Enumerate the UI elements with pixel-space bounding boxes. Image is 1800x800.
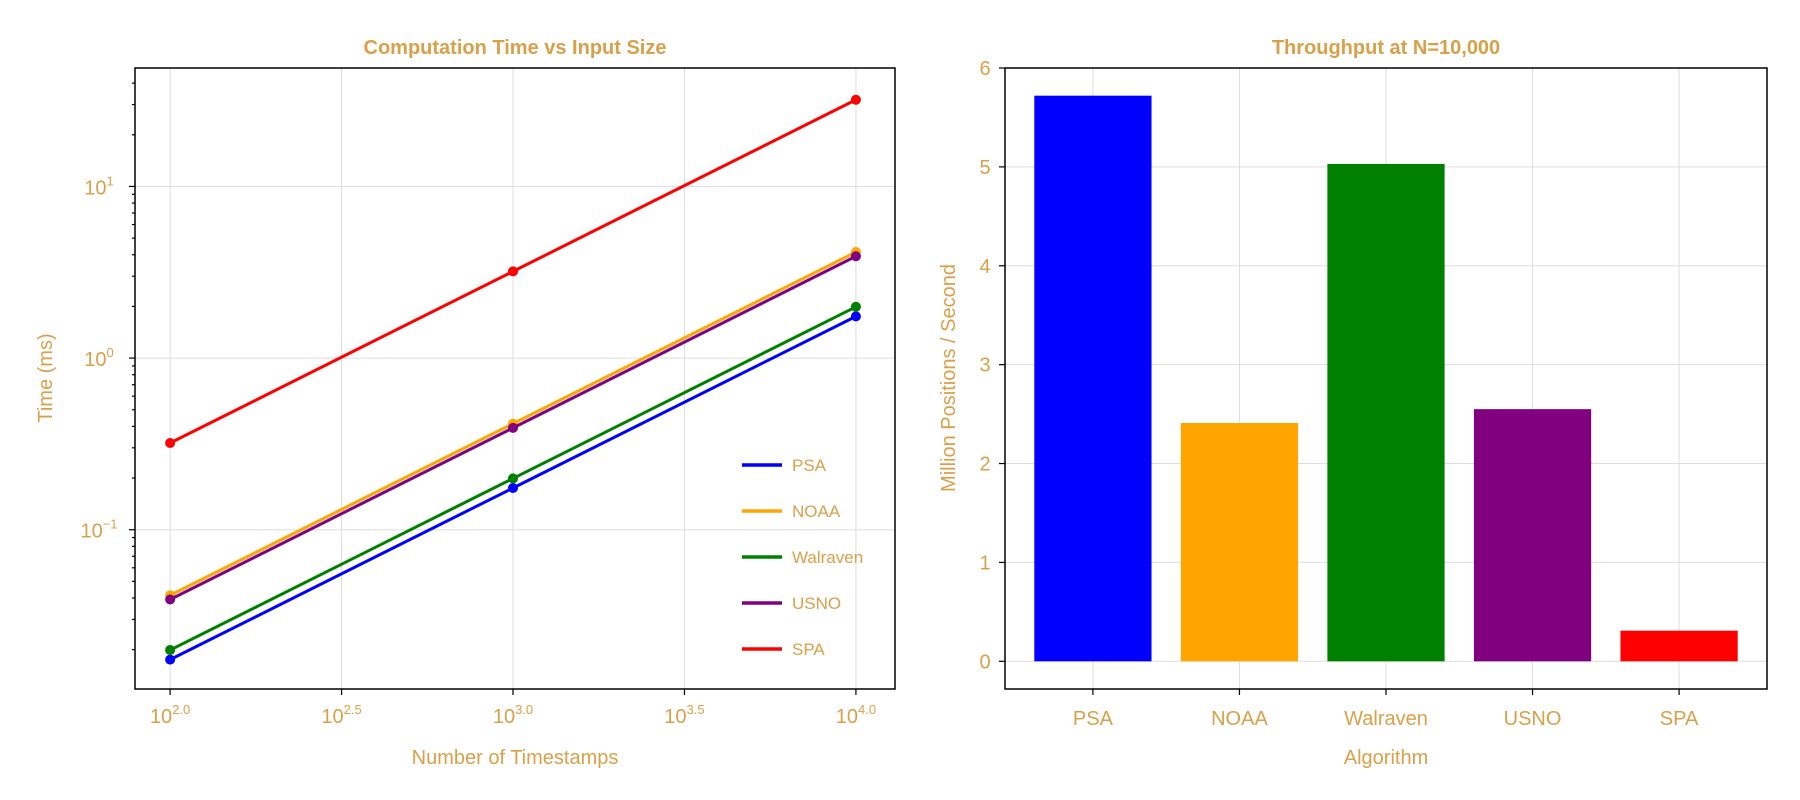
legend-label-walraven: Walraven <box>792 548 863 567</box>
legend-label-usno: USNO <box>792 594 841 613</box>
bar-chart-ticks: 0 1 2 3 4 5 6 PSA NOAA Walraven USNO SPA <box>979 58 1699 730</box>
data-point-usno <box>165 594 176 605</box>
line-chart-ytick-label: 10−1 <box>80 517 117 543</box>
data-point-psa <box>508 482 519 493</box>
bar-chart-ytick-label: 2 <box>979 454 990 476</box>
bar-spa <box>1620 630 1738 662</box>
line-chart-series <box>165 94 861 665</box>
bar-chart-ytick-label: 5 <box>979 157 990 179</box>
bar-chart-panel: Throughput at N=10,000 0 1 2 3 4 5 6 PSA NOAA Wal… <box>938 37 1768 769</box>
bar-chart-ytick-label: 3 <box>979 355 990 377</box>
line-chart-xlabel: Number of Timestamps <box>412 747 619 769</box>
legend-label-noaa: NOAA <box>792 502 841 521</box>
line-chart-xtick-label: 102.5 <box>321 702 361 728</box>
bar-chart-xtick-label: USNO <box>1504 708 1562 730</box>
bar-psa <box>1034 95 1152 662</box>
line-chart-ytick-label: 100 <box>84 345 113 371</box>
bar-chart-xtick-label: PSA <box>1073 708 1114 730</box>
bar-chart-ytick-label: 0 <box>979 651 990 673</box>
bar-chart-ytick-label: 4 <box>979 256 990 278</box>
data-point-psa <box>165 654 176 665</box>
legend-label-spa: SPA <box>792 640 825 659</box>
bar-chart-bars <box>1034 95 1738 662</box>
bar-chart-title: Throughput at N=10,000 <box>1272 37 1500 59</box>
bar-chart-xtick-label: NOAA <box>1211 708 1268 730</box>
line-chart-xtick-label: 102.0 <box>150 702 190 728</box>
bar-usno <box>1473 409 1592 662</box>
data-point-spa <box>508 266 519 277</box>
line-chart-title: Computation Time vs Input Size <box>364 37 667 59</box>
line-chart-ytick-label: 101 <box>84 173 113 199</box>
data-point-walraven <box>508 473 519 484</box>
bar-chart-xlabel: Algorithm <box>1344 747 1428 769</box>
bar-chart-ytick-label: 6 <box>979 58 990 80</box>
line-chart-ylabel: Time (ms) <box>35 333 57 422</box>
line-chart-panel: Computation Time vs Input Size 102.0 102.… <box>35 37 896 769</box>
data-point-walraven <box>850 301 861 312</box>
bar-chart-xtick-label: Walraven <box>1344 708 1428 730</box>
data-point-spa <box>850 94 861 105</box>
data-point-usno <box>508 422 519 433</box>
line-chart-grid <box>135 68 895 689</box>
data-point-usno <box>850 251 861 262</box>
line-chart-xtick-label: 103.5 <box>664 702 704 728</box>
data-point-psa <box>850 311 861 322</box>
bar-chart-ylabel: Million Positions / Second <box>938 264 960 492</box>
line-chart-xtick-label: 103.0 <box>493 702 533 728</box>
bar-chart-ytick-label: 1 <box>979 552 990 574</box>
line-chart-legend: PSA NOAA Walraven USNO SPA <box>742 456 863 659</box>
bar-noaa <box>1180 422 1299 662</box>
bar-chart-xtick-label: SPA <box>1660 708 1699 730</box>
line-chart-frame <box>134 67 896 690</box>
data-point-spa <box>165 438 176 449</box>
line-chart-xtick-label: 104.0 <box>836 702 876 728</box>
line-chart-ticks: 102.0 102.5 103.0 103.5 104.0 101 100 10−1 <box>80 82 876 728</box>
bar-walraven <box>1327 163 1445 662</box>
legend-label-psa: PSA <box>792 456 827 475</box>
data-point-walraven <box>165 645 176 656</box>
